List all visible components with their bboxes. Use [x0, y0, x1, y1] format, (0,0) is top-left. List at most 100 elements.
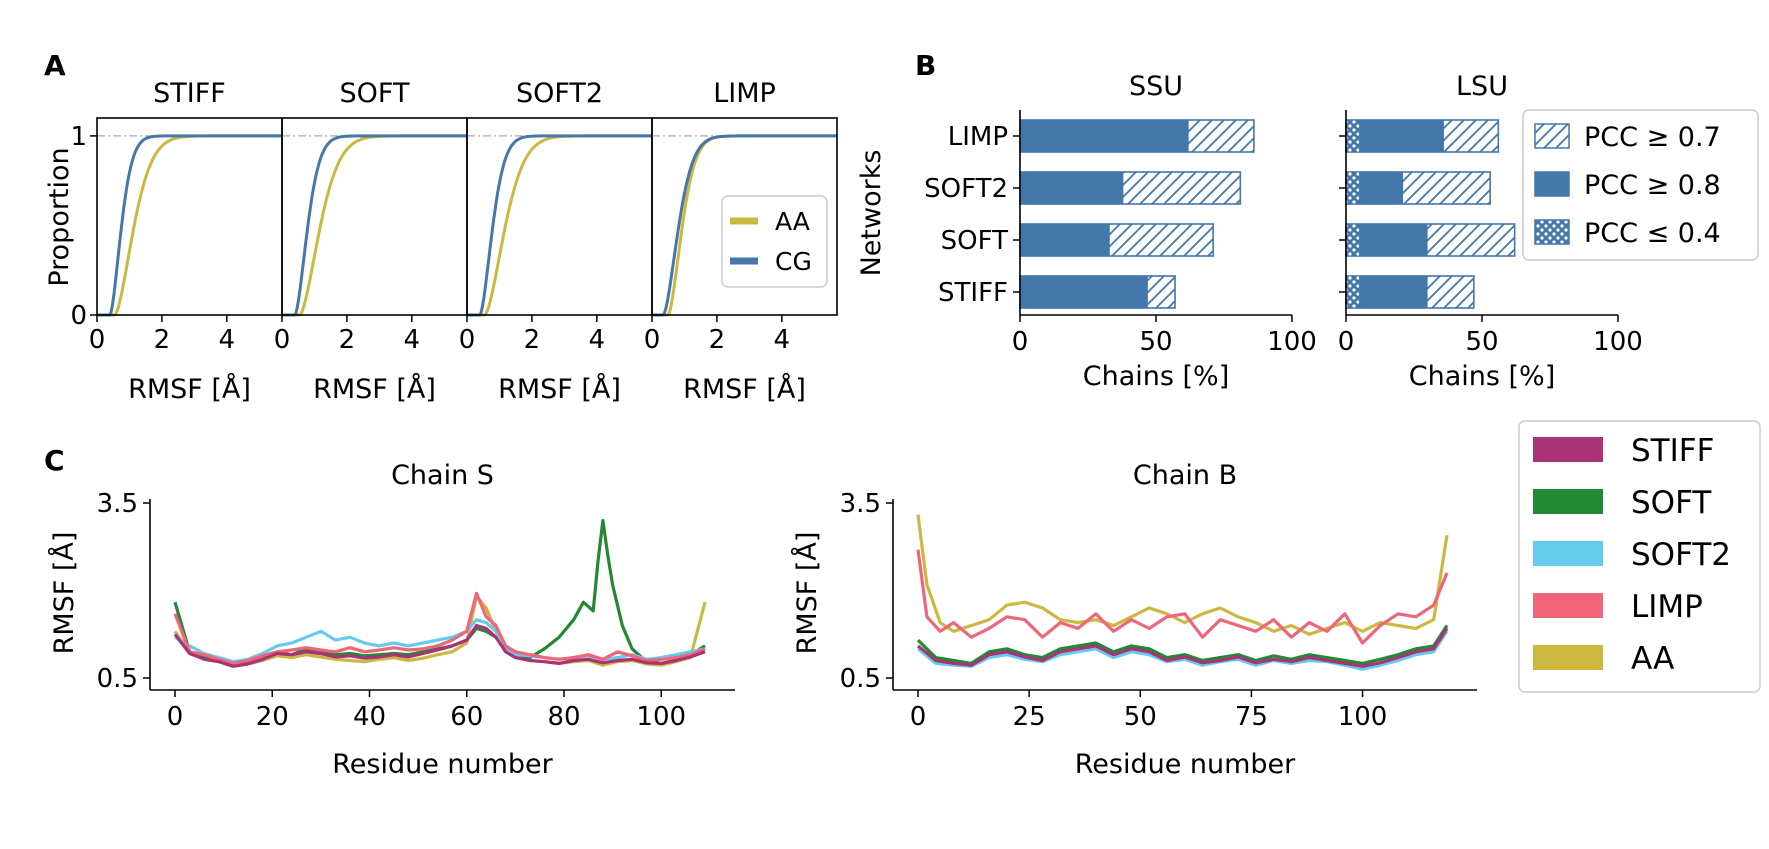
cdf-line-cg: [467, 134, 652, 317]
panel-a-cdf-chart: STIFF 0 2 4 RMSF [Å] SOFT 0 2 4 RMSF [Å] SOFT2 0 2 4 R…: [44, 78, 838, 405]
panel-letter-b: B: [915, 49, 936, 82]
panel-letter-c: C: [44, 444, 65, 477]
subplot-title: STIFF: [153, 78, 226, 109]
x-tick-label: 25: [1013, 702, 1046, 732]
x-tick-label: 4: [774, 325, 791, 355]
rmsf-legend: STIFF SOFT SOFT2 LIMP AA: [1518, 420, 1761, 693]
bar-pcc04-limp: [1345, 119, 1361, 153]
y-axis-label: Networks: [856, 150, 887, 277]
legend-swatch-pcc-0-8: [1534, 171, 1570, 197]
rmsf-line-limp: [916, 549, 1449, 645]
rmsf-subplot-chain-s: 0.5 3.5 0 20 40 60 80 100 Chain S Residue number R…: [48, 460, 735, 780]
y-tick-label-stiff: STIFF: [938, 278, 1008, 308]
y-tick-label: 3.5: [97, 489, 138, 519]
rmsf-line-limp: [173, 591, 706, 665]
legend-label-soft2: SOFT2: [1631, 537, 1731, 573]
x-tick-label: 0: [459, 325, 476, 355]
bar-pcc08-limp: [1346, 120, 1444, 152]
x-tick-label: 4: [219, 325, 236, 355]
cdf-line-aa: [282, 134, 467, 317]
y-tick-label-soft2: SOFT2: [924, 174, 1008, 204]
legend-label-pcc-0-4: PCC ≤ 0.4: [1584, 218, 1721, 249]
subplot-title: SOFT2: [516, 78, 603, 109]
bar-pcc08-limp: [1020, 120, 1189, 152]
legend-box: [1522, 109, 1759, 261]
y-tick-label-soft: SOFT: [941, 226, 1008, 256]
y-tick-label: 0.5: [840, 664, 881, 694]
x-tick-label: 0: [167, 702, 184, 732]
x-tick-label: 80: [547, 702, 580, 732]
x-tick-label: 50: [1465, 327, 1498, 357]
x-tick-label: 40: [353, 702, 386, 732]
x-tick-label: 75: [1235, 702, 1268, 732]
rmsf-line-stiff: [173, 623, 706, 668]
x-tick-label: 0: [274, 325, 291, 355]
x-axis-label: Chains [%]: [1083, 361, 1230, 392]
x-tick-label: 0: [1012, 327, 1029, 357]
cdf-subplot-limp: LIMP 0 2 4 RMSF [Å]: [644, 78, 838, 405]
rmsf-line-stiff: [916, 627, 1449, 668]
legend-swatch-stiff: [1533, 437, 1603, 462]
bar-pcc08-soft2: [1020, 172, 1124, 204]
x-tick-label: 0: [1338, 327, 1355, 357]
subplot-title: Chain B: [1133, 460, 1237, 491]
y-tick-label: 0: [70, 301, 87, 331]
y-tick-label: 0.5: [97, 664, 138, 694]
axes-frame: [96, 117, 283, 316]
x-axis-label: RMSF [Å]: [313, 373, 436, 405]
x-axis-label: RMSF [Å]: [498, 373, 621, 405]
x-tick-label: 20: [256, 702, 289, 732]
cdf-line-aa: [97, 134, 282, 317]
subplot-title: LIMP: [713, 78, 776, 109]
cdf-subplot-stiff: STIFF 0 2 4 RMSF [Å]: [89, 78, 283, 405]
cdf-line-aa: [467, 134, 652, 317]
y-tick-label-limp: LIMP: [948, 122, 1008, 152]
x-tick-label: 2: [524, 325, 541, 355]
x-axis-label: RMSF [Å]: [683, 373, 806, 405]
cdf-legend: AA CG: [721, 195, 828, 288]
x-tick-label: 50: [1139, 327, 1172, 357]
legend-label-pcc-0-7: PCC ≥ 0.7: [1584, 122, 1721, 153]
legend-swatch-aa: [1533, 645, 1603, 670]
x-tick-label: 2: [154, 325, 171, 355]
rmsf-line-soft2: [174, 618, 706, 664]
legend-label-aa: AA: [775, 207, 810, 236]
legend-swatch-pcc-0-4: [1534, 219, 1570, 245]
rmsf-line-soft2: [916, 630, 1449, 671]
bar-pcc04-soft: [1345, 223, 1361, 257]
cdf-line-cg: [652, 134, 837, 317]
y-tick-label: 3.5: [840, 489, 881, 519]
subplot-title: SOFT: [340, 78, 410, 109]
x-tick-label: 60: [450, 702, 483, 732]
x-axis-label: Residue number: [332, 749, 553, 780]
axes-frame: [651, 117, 838, 316]
y-axis-label: RMSF [Å]: [791, 532, 823, 655]
legend-label-stiff: STIFF: [1631, 433, 1714, 469]
bar-legend: PCC ≥ 0.7 PCC ≥ 0.8 PCC ≤ 0.4: [1522, 109, 1759, 261]
cdf-line-cg: [97, 134, 282, 317]
bar-pcc04-stiff: [1345, 275, 1361, 309]
x-tick-label: 2: [339, 325, 356, 355]
rmsf-subplot-chain-b: 0.5 3.5 0 25 50 75 100 Chain B Residue number RMS…: [791, 460, 1477, 780]
y-axis-label: RMSF [Å]: [48, 532, 80, 655]
panel-letter-a: A: [44, 49, 66, 82]
x-tick-label: 100: [1338, 702, 1388, 732]
subplot-title: Chain S: [391, 460, 494, 491]
x-tick-label: 0: [910, 702, 927, 732]
bar-subplot-lsu: 0 50 100 LSU Chains [%]: [1338, 71, 1643, 392]
x-tick-label: 0: [644, 325, 661, 355]
x-axis-label: Chains [%]: [1409, 361, 1556, 392]
cdf-line-cg: [282, 134, 467, 317]
subplot-title: SSU: [1129, 71, 1183, 102]
y-tick-label: 1: [70, 122, 87, 152]
legend-swatch-soft: [1533, 489, 1603, 514]
cdf-subplot-soft: SOFT 0 2 4 RMSF [Å]: [274, 78, 468, 405]
rmsf-line-aa: [916, 514, 1449, 636]
x-tick-label: 4: [589, 325, 606, 355]
legend-label-aa: AA: [1631, 641, 1674, 677]
bar-pcc04-soft2: [1345, 171, 1361, 205]
x-tick-label: 100: [1593, 327, 1643, 357]
